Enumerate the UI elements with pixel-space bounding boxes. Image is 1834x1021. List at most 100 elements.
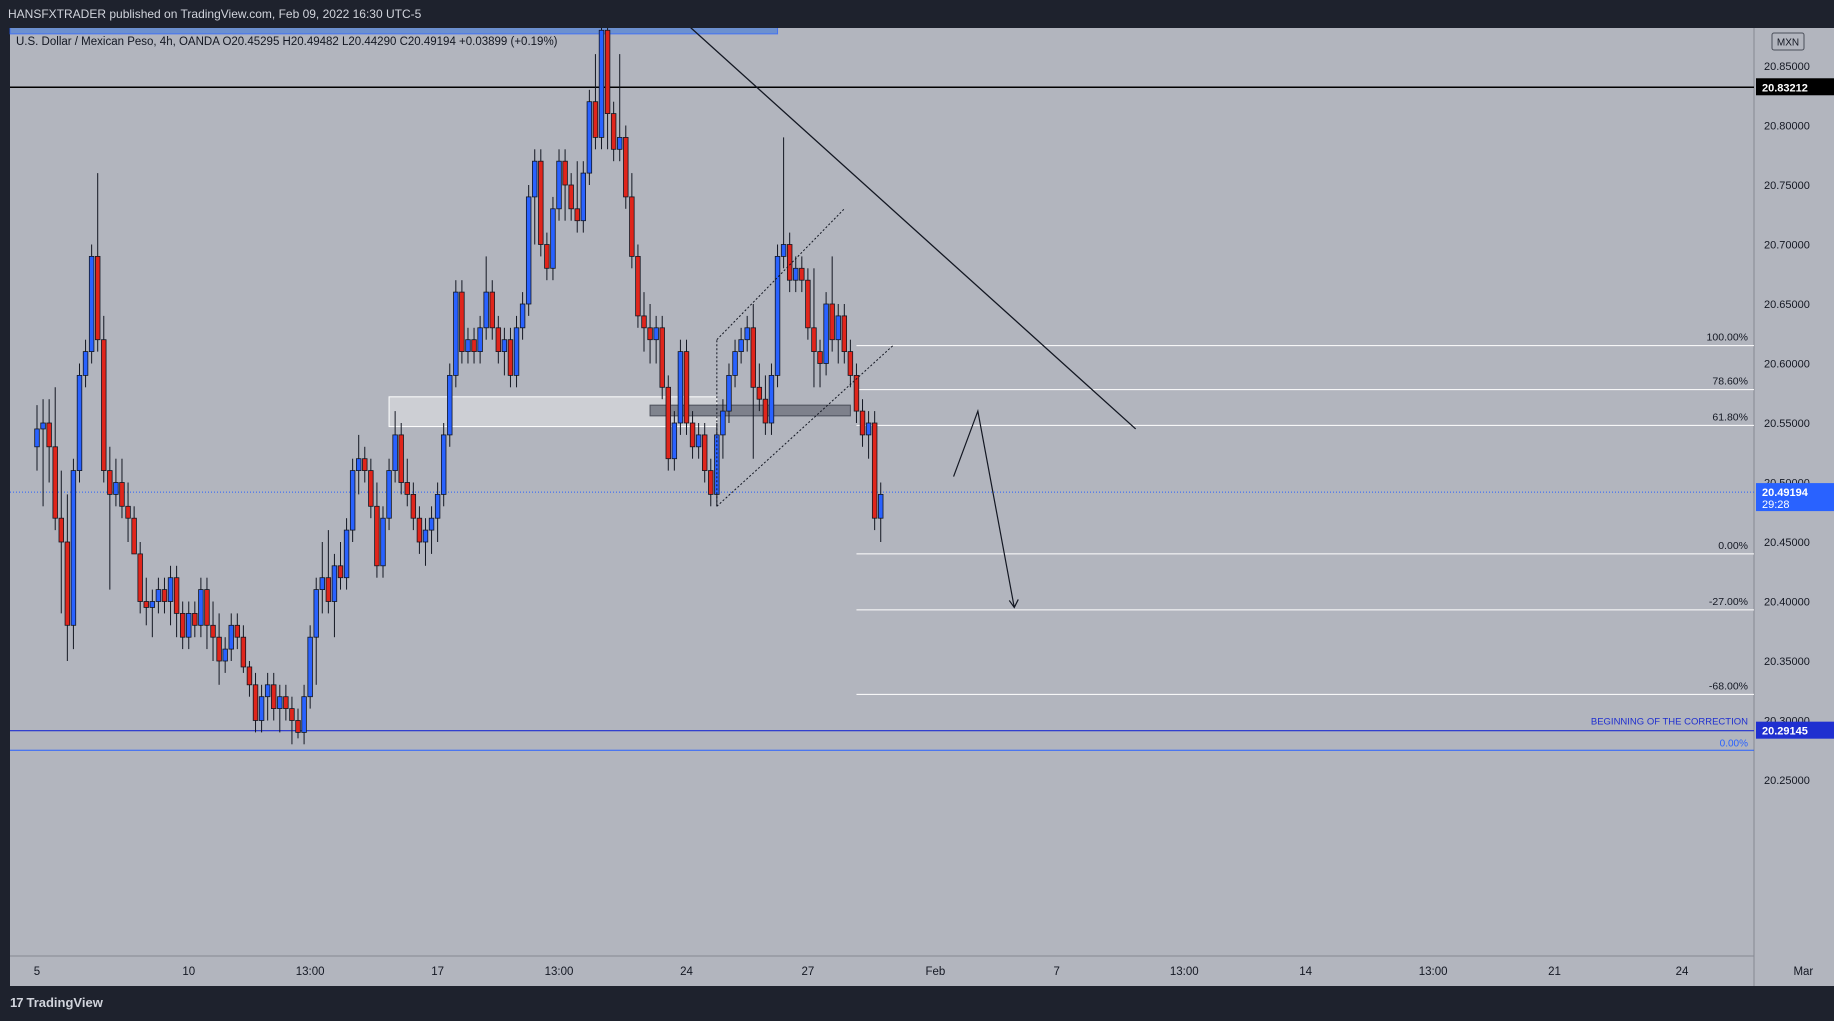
time-tick-label: 5 [34, 966, 40, 978]
candle-body [835, 315, 841, 341]
candle-body [610, 113, 617, 150]
candle-body [817, 351, 823, 364]
candle-body [519, 303, 526, 329]
candle-body [368, 470, 374, 507]
price-tick-label: 20.40000 [1764, 597, 1810, 609]
price-tick-label: 20.35000 [1764, 656, 1810, 668]
candle-body [853, 374, 860, 412]
candle [580, 161, 586, 233]
candle-body [671, 422, 678, 460]
candle [538, 149, 544, 257]
last-price-badge: 20.49194 [1762, 487, 1809, 499]
candle-body [447, 374, 453, 436]
candle-body [125, 505, 131, 519]
candle-body [210, 624, 216, 638]
candle-body [252, 684, 259, 721]
candle-body [708, 470, 714, 495]
candle-body [313, 589, 319, 638]
candle-body [386, 470, 392, 519]
candle [726, 363, 732, 423]
candle [107, 446, 113, 590]
time-tick-label: 24 [1676, 966, 1689, 978]
candle [574, 161, 580, 233]
chart-area[interactable]: 38.20%0.00%BEGINNING OF THE CORRECTION10… [0, 0, 1834, 986]
time-axis-labels: 5 10 13:00 17 13:00 24 27 Feb 7 13:00 14 13:00 21 24 M… [34, 966, 1814, 978]
candle [586, 89, 593, 185]
candle-body [64, 541, 71, 626]
candle-body [440, 434, 447, 495]
candle-body [568, 184, 574, 210]
candle [289, 696, 295, 745]
candle [434, 482, 441, 542]
time-tick-label: 17 [431, 966, 444, 978]
candle-body [155, 589, 162, 602]
candle-body [805, 279, 811, 329]
candle [878, 482, 884, 542]
candle-body [70, 470, 77, 626]
candle-body [556, 160, 562, 210]
candle-body [52, 446, 58, 519]
candle [756, 363, 763, 412]
candle [101, 315, 107, 483]
candle-body [325, 577, 332, 602]
candle-body [689, 422, 696, 448]
candle [495, 315, 502, 364]
candle-body [216, 636, 222, 662]
candle [155, 577, 162, 614]
time-axis[interactable] [10, 956, 1754, 986]
candle [422, 518, 429, 566]
candle [143, 577, 149, 626]
candle [70, 458, 77, 650]
tradingview-logo[interactable]: 17 TradingView [10, 995, 103, 1010]
candle-body [46, 422, 52, 448]
currency-badge[interactable]: MXN [1771, 32, 1805, 51]
resistance-zone [9, 0, 779, 35]
candle-body [799, 267, 805, 281]
candle [568, 173, 574, 221]
candle [119, 458, 125, 519]
candle [720, 399, 726, 459]
candle [477, 315, 483, 364]
chart-svg[interactable]: 38.20%0.00%BEGINNING OF THE CORRECTION10… [0, 0, 1834, 986]
candle [179, 601, 186, 650]
resistance-price-badge: 20.83212 [1762, 82, 1808, 94]
top-bar: HANSFXTRADER published on TradingView.co… [0, 0, 1834, 28]
candle-body [88, 255, 95, 352]
candle-body [465, 339, 471, 353]
candle-body [756, 386, 763, 400]
candle [780, 137, 787, 269]
candle-body [647, 327, 653, 341]
candle [550, 196, 556, 281]
candle-body [459, 291, 465, 353]
candle [871, 411, 878, 531]
price-tick-label: 20.55000 [1764, 418, 1810, 430]
price-tick-label: 20.60000 [1764, 359, 1810, 371]
fib-label: -27.00% [1709, 596, 1748, 608]
candle [428, 506, 435, 554]
candle-body [550, 208, 556, 269]
candle [629, 173, 635, 269]
candle-body [878, 493, 884, 519]
level-labels: 38.20%0.00%BEGINNING OF THE CORRECTION10… [1591, 332, 1748, 750]
candle-body [726, 374, 732, 412]
candle [161, 577, 168, 614]
candle [58, 470, 64, 614]
candle-body [623, 137, 629, 198]
candle-body [434, 493, 441, 519]
candle [125, 482, 131, 542]
candle [82, 339, 89, 388]
projection-arrowhead [1008, 599, 1019, 609]
candle [501, 327, 508, 376]
candle [167, 565, 174, 626]
plot-background[interactable] [10, 28, 1754, 956]
candle-body [750, 327, 756, 388]
candle [841, 304, 848, 364]
candle-body [695, 434, 702, 448]
time-tick-label: 13:00 [1419, 966, 1448, 978]
candle [847, 339, 854, 388]
candle [40, 399, 46, 507]
candle-body [653, 327, 659, 341]
candle [859, 399, 866, 447]
candle [799, 256, 805, 293]
symbol-legend: U.S. Dollar / Mexican Peso, 4h, OANDA O2… [16, 36, 558, 48]
